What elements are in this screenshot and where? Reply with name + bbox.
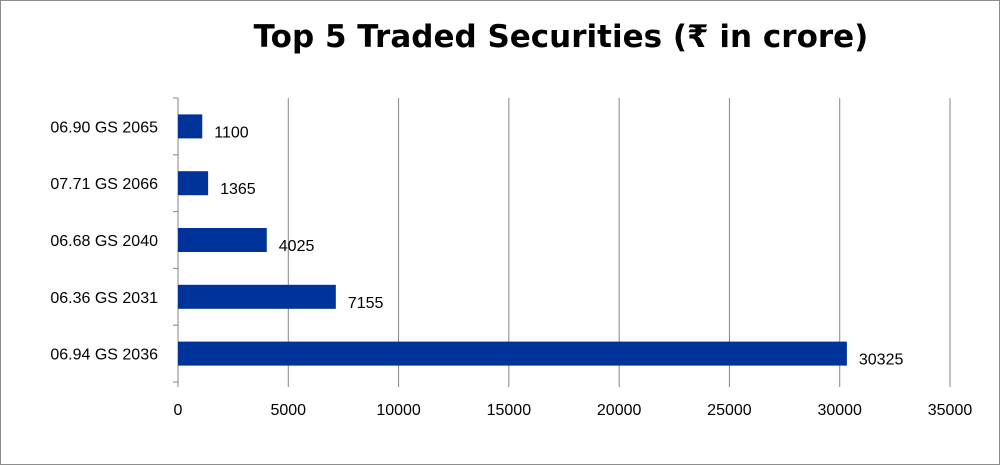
x-tick-label: 10000 [376,402,421,419]
x-tick-label: 20000 [597,402,642,419]
data-label: 1365 [220,181,256,198]
category-label: 06.36 GS 2031 [50,290,158,307]
data-label: 4025 [279,238,315,255]
bar-0 [178,114,203,139]
category-label: 06.90 GS 2065 [50,119,158,136]
x-tick-label: 5000 [270,402,306,419]
gridlines [287,98,951,382]
bar-2 [178,228,267,252]
x-tick-label: 35000 [928,402,973,419]
x-tick-label: 0 [174,402,183,419]
category-label: 07.71 GS 2066 [50,176,158,193]
bar-3 [178,284,336,309]
data-label: 30325 [859,352,904,369]
bars [178,114,847,366]
labels: 0 5000 10000 15000 20000 25000 30000 35000 06.90… [50,119,972,419]
x-tick-label: 15000 [487,402,532,419]
bar-1 [178,171,209,196]
chart-title: Top 5 Traded Securities (₹ in crore) [253,19,869,55]
data-label: 1100 [214,124,249,141]
bar-4 [178,341,847,366]
data-label: 7155 [348,295,384,312]
x-tick-label: 25000 [707,402,752,419]
x-tick-label: 30000 [817,402,862,419]
category-label: 06.68 GS 2040 [50,233,158,250]
category-label: 06.94 GS 2036 [50,347,158,364]
